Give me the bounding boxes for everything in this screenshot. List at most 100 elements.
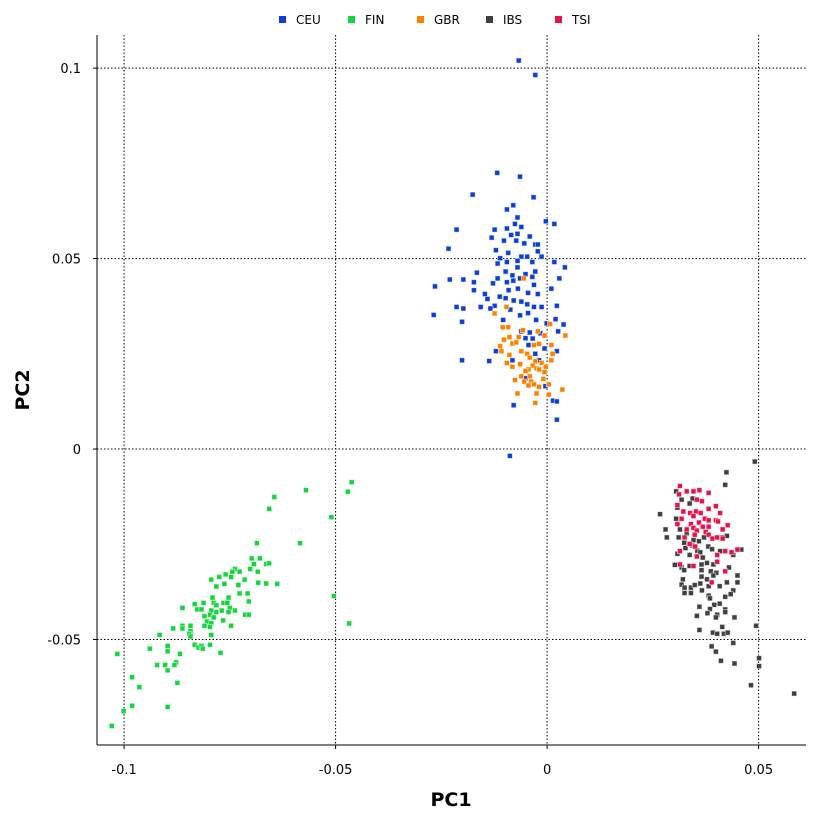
data-point xyxy=(174,680,181,686)
legend-swatch xyxy=(348,16,355,23)
legend-label: IBS xyxy=(503,13,522,27)
data-point xyxy=(675,534,682,541)
data-point xyxy=(303,487,309,494)
data-point xyxy=(460,305,467,312)
legend-label: FIN xyxy=(365,13,384,27)
data-point xyxy=(501,336,507,343)
data-point xyxy=(727,591,734,598)
data-point xyxy=(274,580,281,587)
data-point xyxy=(207,641,213,648)
data-point xyxy=(328,514,335,521)
data-point xyxy=(530,194,537,201)
data-point xyxy=(520,275,527,282)
data-point xyxy=(708,579,715,586)
data-point xyxy=(225,594,232,601)
data-point xyxy=(445,245,452,252)
data-point xyxy=(490,280,496,287)
data-point xyxy=(517,173,523,180)
data-point xyxy=(555,328,562,335)
data-point xyxy=(560,321,567,328)
data-point xyxy=(678,515,685,522)
grid xyxy=(97,35,806,745)
data-point xyxy=(210,614,217,621)
data-point xyxy=(187,633,194,640)
data-point xyxy=(734,546,741,553)
legend: CEU FIN GBR IBS TSI xyxy=(279,13,591,27)
legend-swatch xyxy=(486,16,493,23)
data-point xyxy=(200,600,207,606)
data-point xyxy=(503,304,510,310)
legend-item-fin: FIN xyxy=(348,13,384,27)
data-point xyxy=(559,386,566,393)
data-point xyxy=(520,327,526,334)
data-point xyxy=(693,553,700,560)
data-point xyxy=(162,662,169,668)
data-point xyxy=(697,549,704,556)
data-point xyxy=(674,502,681,508)
data-point xyxy=(236,590,243,597)
data-point xyxy=(678,496,685,503)
data-point xyxy=(514,390,521,397)
data-point xyxy=(525,289,531,296)
data-point xyxy=(540,376,547,382)
data-point xyxy=(548,285,555,292)
data-point xyxy=(517,361,523,367)
data-point xyxy=(505,324,512,331)
data-point xyxy=(696,519,702,526)
data-point xyxy=(488,234,495,241)
data-point xyxy=(705,523,712,530)
data-point xyxy=(541,332,548,339)
data-point xyxy=(346,620,353,627)
data-point xyxy=(501,237,507,244)
data-point xyxy=(545,391,552,398)
data-point xyxy=(532,268,539,275)
data-point xyxy=(512,221,518,227)
data-point xyxy=(459,357,465,364)
data-point xyxy=(716,583,723,590)
data-point xyxy=(508,232,515,238)
data-point xyxy=(256,555,263,562)
data-point xyxy=(561,264,568,271)
data-point xyxy=(171,662,178,668)
data-point xyxy=(681,534,688,541)
data-point xyxy=(687,510,693,516)
data-point xyxy=(531,381,537,388)
data-point xyxy=(673,515,680,522)
data-point xyxy=(525,342,532,348)
data-point xyxy=(201,622,208,629)
data-point xyxy=(136,684,143,691)
data-point xyxy=(541,369,548,375)
data-point xyxy=(716,600,723,607)
data-points xyxy=(108,57,798,729)
data-point xyxy=(719,526,726,533)
data-point xyxy=(207,624,213,630)
data-point xyxy=(191,601,198,607)
data-point xyxy=(179,604,186,611)
data-point xyxy=(709,535,716,542)
data-point xyxy=(529,273,536,280)
data-point xyxy=(120,708,127,714)
data-point xyxy=(699,587,705,594)
data-point xyxy=(473,269,480,276)
data-point xyxy=(453,304,460,310)
data-point xyxy=(504,225,510,232)
data-point xyxy=(701,534,707,541)
data-point xyxy=(532,350,539,357)
data-point xyxy=(493,247,499,254)
data-point xyxy=(218,607,225,614)
data-point xyxy=(531,342,537,348)
data-point xyxy=(510,402,517,409)
data-point xyxy=(209,594,216,601)
data-point xyxy=(728,549,735,556)
legend-item-ibs: IBS xyxy=(486,13,522,27)
data-point xyxy=(255,579,262,586)
data-point xyxy=(526,233,533,240)
data-point xyxy=(534,241,541,248)
data-point xyxy=(232,607,238,614)
data-point xyxy=(156,632,163,638)
data-point xyxy=(251,561,257,567)
data-point xyxy=(686,500,693,507)
data-point xyxy=(108,723,115,729)
data-point xyxy=(691,531,698,538)
data-point xyxy=(498,348,505,355)
